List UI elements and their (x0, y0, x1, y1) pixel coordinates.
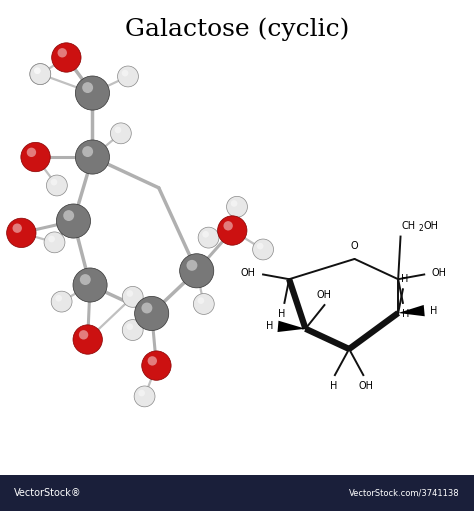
Circle shape (63, 210, 74, 221)
Circle shape (122, 287, 143, 307)
Circle shape (257, 243, 264, 249)
Circle shape (27, 148, 36, 157)
Circle shape (79, 330, 88, 339)
Circle shape (30, 64, 51, 84)
Circle shape (56, 204, 91, 238)
Circle shape (122, 70, 128, 77)
Circle shape (231, 200, 237, 207)
Text: H: H (401, 309, 409, 319)
Circle shape (202, 231, 209, 238)
Circle shape (34, 67, 41, 74)
Circle shape (51, 291, 72, 312)
Text: OH: OH (423, 221, 438, 231)
Text: Galactose (cyclic): Galactose (cyclic) (125, 17, 349, 41)
Circle shape (75, 76, 109, 110)
Text: VectorStock®: VectorStock® (14, 488, 82, 498)
Circle shape (142, 351, 171, 380)
Circle shape (118, 66, 138, 87)
Text: H: H (330, 381, 337, 391)
Circle shape (75, 140, 109, 174)
Circle shape (223, 221, 233, 230)
Text: H: H (278, 309, 286, 319)
Circle shape (55, 295, 62, 301)
Circle shape (51, 179, 57, 185)
Circle shape (127, 290, 133, 297)
Circle shape (115, 127, 121, 133)
Text: OH: OH (431, 268, 447, 278)
Circle shape (218, 216, 247, 245)
Circle shape (135, 296, 169, 331)
Text: O: O (351, 241, 358, 251)
Circle shape (253, 239, 273, 260)
Circle shape (48, 236, 55, 242)
Circle shape (147, 356, 157, 365)
Circle shape (21, 143, 50, 172)
Text: OH: OH (358, 381, 373, 391)
Circle shape (198, 297, 204, 304)
Text: H: H (401, 273, 408, 284)
Circle shape (73, 268, 107, 302)
Circle shape (141, 303, 152, 313)
Circle shape (110, 123, 131, 144)
Circle shape (227, 196, 247, 217)
Circle shape (127, 323, 133, 330)
Circle shape (186, 260, 197, 271)
Polygon shape (277, 321, 305, 332)
Circle shape (12, 223, 22, 233)
Circle shape (52, 43, 81, 72)
Text: H: H (266, 321, 273, 331)
Circle shape (180, 254, 214, 288)
Text: CH: CH (401, 221, 416, 231)
Circle shape (57, 48, 67, 58)
Circle shape (80, 274, 91, 285)
Text: 2: 2 (419, 224, 423, 233)
Text: H: H (430, 306, 438, 316)
Text: OH: OH (317, 290, 332, 300)
Circle shape (34, 67, 41, 74)
Circle shape (73, 325, 102, 354)
Circle shape (193, 293, 214, 314)
Text: VectorStock.com/3741138: VectorStock.com/3741138 (349, 489, 460, 498)
Circle shape (82, 146, 93, 157)
FancyBboxPatch shape (0, 475, 474, 511)
Circle shape (134, 386, 155, 407)
Text: OH: OH (241, 268, 256, 278)
Circle shape (82, 82, 93, 93)
Circle shape (7, 218, 36, 247)
Circle shape (30, 64, 51, 84)
Circle shape (44, 232, 65, 253)
Circle shape (198, 227, 219, 248)
Polygon shape (398, 305, 425, 316)
Circle shape (46, 175, 67, 196)
Circle shape (122, 319, 143, 340)
Circle shape (138, 390, 145, 397)
